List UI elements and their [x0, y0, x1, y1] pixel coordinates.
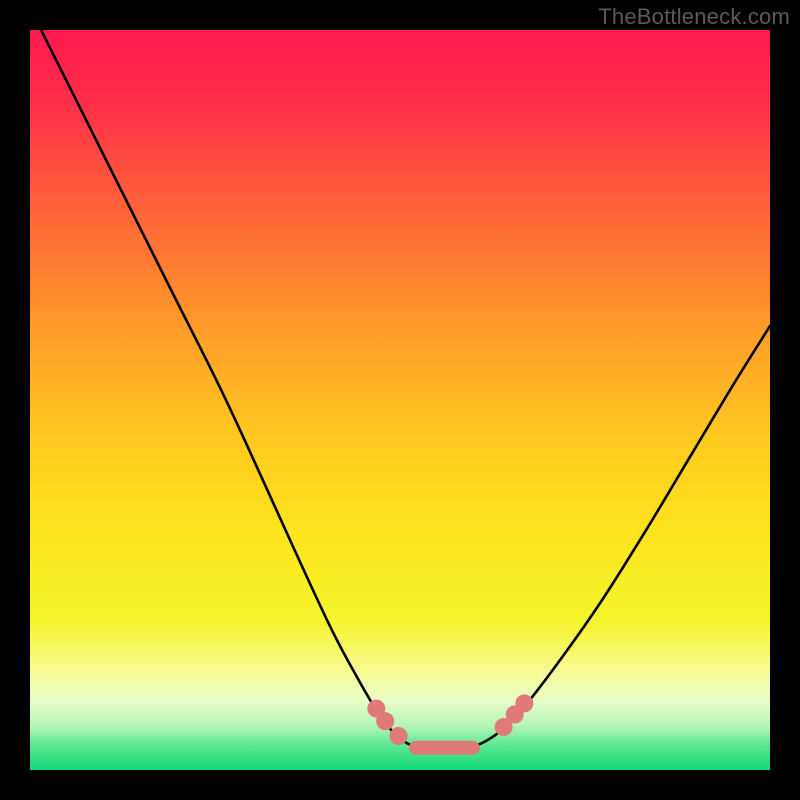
watermark-text: TheBottleneck.com	[598, 4, 790, 30]
curve-marker	[515, 694, 533, 712]
bottleneck-chart	[0, 0, 800, 800]
flat-band-marker	[409, 741, 480, 755]
curve-marker	[376, 712, 394, 730]
chart-container: TheBottleneck.com	[0, 0, 800, 800]
curve-marker	[390, 727, 408, 745]
plot-background	[30, 30, 770, 770]
